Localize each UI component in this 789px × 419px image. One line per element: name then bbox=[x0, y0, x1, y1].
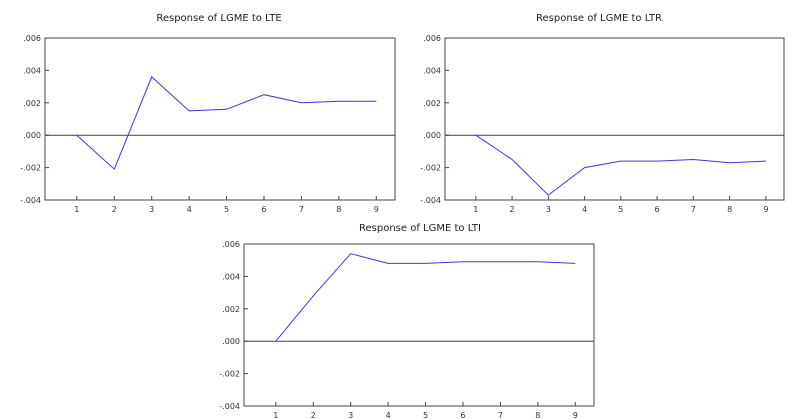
y-tick-label: -.002 bbox=[20, 164, 41, 173]
response-line bbox=[275, 253, 576, 342]
plot-frame bbox=[444, 37, 785, 201]
y-tick-label: .000 bbox=[423, 131, 441, 140]
chart-title: Response of LGME to LTR bbox=[536, 13, 662, 24]
y-tick-label: .000 bbox=[222, 337, 240, 346]
y-tick-label: .004 bbox=[23, 66, 41, 75]
y-tick-label: .002 bbox=[423, 99, 441, 108]
x-tick-label: 6 bbox=[261, 205, 266, 214]
chart-panel-lti: Response of LGME to LTI .006 .004 .002 .000… bbox=[219, 223, 595, 419]
y-tick-label: .004 bbox=[222, 272, 240, 281]
x-tick-label: 4 bbox=[386, 411, 391, 419]
plot-frame bbox=[243, 243, 595, 407]
y-tick-label: .004 bbox=[423, 66, 441, 75]
response-line bbox=[475, 134, 766, 196]
y-tick-label: -.002 bbox=[420, 164, 441, 173]
x-tick-label: 9 bbox=[763, 205, 768, 214]
plot-frame bbox=[44, 37, 396, 201]
y-tick-label: .006 bbox=[23, 34, 41, 43]
x-tick-label: 2 bbox=[510, 205, 515, 214]
x-axis-ticks: 1 2 3 4 5 6 7 8 9 bbox=[74, 196, 379, 214]
x-tick-label: 1 bbox=[273, 411, 278, 419]
x-tick-label: 8 bbox=[336, 205, 341, 214]
y-tick-label: .006 bbox=[423, 34, 441, 43]
y-tick-label: .000 bbox=[23, 131, 41, 140]
x-axis-ticks: 1 2 3 4 5 6 7 8 9 bbox=[473, 196, 768, 214]
x-tick-label: 5 bbox=[423, 411, 428, 419]
chart-title: Response of LGME to LTI bbox=[359, 223, 481, 234]
x-tick-label: 1 bbox=[74, 205, 79, 214]
x-tick-label: 8 bbox=[727, 205, 732, 214]
x-tick-label: 9 bbox=[573, 411, 578, 419]
x-tick-label: 4 bbox=[582, 205, 587, 214]
x-tick-label: 6 bbox=[460, 411, 465, 419]
y-tick-label: -.004 bbox=[219, 402, 240, 411]
x-tick-label: 3 bbox=[149, 205, 154, 214]
y-tick-label: -.002 bbox=[219, 370, 240, 379]
response-line bbox=[76, 76, 377, 171]
x-tick-label: 5 bbox=[618, 205, 623, 214]
x-tick-label: 6 bbox=[655, 205, 660, 214]
x-tick-label: 4 bbox=[187, 205, 192, 214]
chart-panel-lte: Response of LGME to LTE .006 .004 .002 .000… bbox=[20, 13, 396, 214]
x-tick-label: 9 bbox=[374, 205, 379, 214]
x-tick-label: 1 bbox=[473, 205, 478, 214]
chart-title: Response of LGME to LTE bbox=[156, 13, 281, 24]
y-tick-label: -.004 bbox=[420, 196, 441, 205]
x-tick-label: 7 bbox=[498, 411, 503, 419]
x-tick-label: 7 bbox=[691, 205, 696, 214]
x-tick-label: 3 bbox=[546, 205, 551, 214]
x-axis-ticks: 1 2 3 4 5 6 7 8 9 bbox=[273, 402, 578, 419]
x-tick-label: 5 bbox=[224, 205, 229, 214]
y-tick-label: .002 bbox=[23, 99, 41, 108]
x-tick-label: 2 bbox=[311, 411, 316, 419]
y-tick-label: .002 bbox=[222, 305, 240, 314]
chart-panel-ltr: Response of LGME to LTR .006 .004 .002 .000… bbox=[420, 13, 785, 214]
x-tick-label: 3 bbox=[348, 411, 353, 419]
x-tick-label: 2 bbox=[112, 205, 117, 214]
y-tick-label: .006 bbox=[222, 240, 240, 249]
x-tick-label: 7 bbox=[299, 205, 304, 214]
y-tick-label: -.004 bbox=[20, 196, 41, 205]
x-tick-label: 8 bbox=[535, 411, 540, 419]
